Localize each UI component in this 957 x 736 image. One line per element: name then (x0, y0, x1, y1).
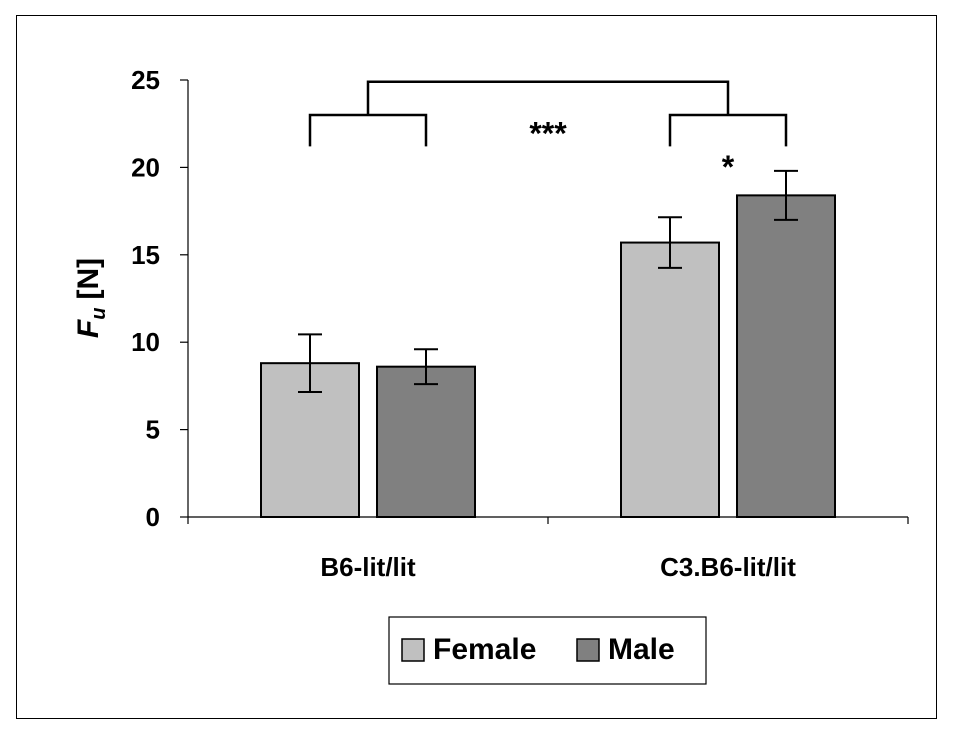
error-bars (298, 169, 798, 394)
significance-label-between: *** (529, 116, 567, 152)
y-tick-label: 10 (131, 327, 160, 357)
legend-swatch-male (576, 638, 600, 662)
bars (260, 194, 836, 518)
y-tick-label: 0 (146, 502, 160, 532)
significance-label-within: * (722, 149, 735, 185)
x-category-label: B6-lit/lit (320, 552, 416, 582)
y-axis-label-main: F (72, 319, 105, 338)
legend-swatch-female (401, 638, 425, 662)
bracket-between-groups (366, 80, 730, 115)
y-tick-label: 15 (131, 240, 160, 270)
bar-male (736, 194, 836, 518)
legend-label-male: Male (608, 633, 675, 666)
bracket-b6-group (308, 113, 428, 147)
legend-box (388, 616, 707, 685)
y-tick-label: 5 (146, 415, 160, 445)
y-tick-label: 20 (131, 152, 160, 182)
y-axis-label-sub: u (88, 308, 110, 320)
y-axis-label-unit: [N] (72, 258, 105, 300)
bar-male (376, 365, 476, 518)
bar-female (620, 241, 720, 518)
significance-brackets: **** (308, 80, 788, 185)
y-tick-label: 25 (131, 65, 160, 95)
legend-label-female: Female (433, 633, 536, 666)
bracket-c3-group (668, 113, 788, 147)
legend: Female Male (388, 616, 707, 685)
y-axis-label: Fu [N] (72, 258, 110, 338)
x-category-label: C3.B6-lit/lit (660, 552, 796, 582)
